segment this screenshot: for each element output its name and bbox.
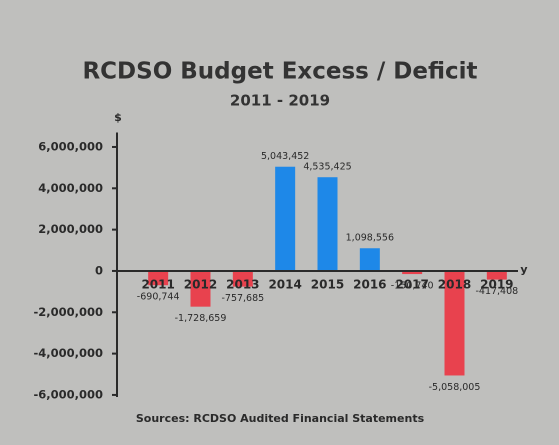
y-axis-label: $: [114, 111, 122, 124]
bar: [232, 270, 253, 287]
value-label: -150,740: [391, 281, 434, 292]
y-tick-label: 6,000,000: [38, 139, 103, 153]
value-label: -417,408: [475, 286, 518, 297]
y-tick-label: -2,000,000: [33, 305, 103, 319]
y-tick-label: 4,000,000: [38, 181, 103, 195]
value-label: 4,535,425: [303, 162, 351, 173]
value-label: -690,744: [137, 292, 180, 303]
bar: [275, 166, 296, 271]
y-tick-label: 2,000,000: [38, 222, 103, 236]
y-tick-label: -4,000,000: [33, 346, 103, 360]
x-axis-label: y: [520, 263, 527, 276]
bar: [190, 270, 211, 307]
bar: [402, 270, 423, 275]
x-tick-label: 2012: [184, 277, 217, 291]
value-label: -5,058,005: [429, 382, 481, 393]
y-tick-label: -6,000,000: [33, 387, 103, 401]
x-tick-label: 2015: [311, 277, 344, 291]
bar: [317, 177, 338, 271]
bar: [486, 270, 507, 280]
bar: [359, 248, 380, 271]
value-label: -757,685: [221, 293, 264, 304]
y-tick-label: 0: [95, 263, 103, 277]
value-label: -1,728,659: [175, 313, 227, 324]
x-tick-label: 2011: [141, 277, 174, 291]
bar: [444, 270, 465, 376]
value-label: 1,098,556: [346, 233, 394, 244]
value-label: 5,043,452: [261, 151, 309, 162]
chart-subtitle: 2011 - 2019: [230, 92, 330, 110]
x-tick-label: 2014: [268, 277, 301, 291]
bar: [148, 270, 169, 286]
chart-title: RCDSO Budget Excess / Deficit: [82, 59, 477, 85]
x-tick-label: 2019: [480, 277, 513, 291]
x-tick-label: 2013: [226, 277, 259, 291]
x-tick-label: 2017: [395, 277, 428, 291]
x-tick-label: 2018: [438, 277, 471, 291]
source-note: Sources: RCDSO Audited Financial Stateme…: [136, 412, 425, 425]
x-tick-label: 2016: [353, 277, 386, 291]
